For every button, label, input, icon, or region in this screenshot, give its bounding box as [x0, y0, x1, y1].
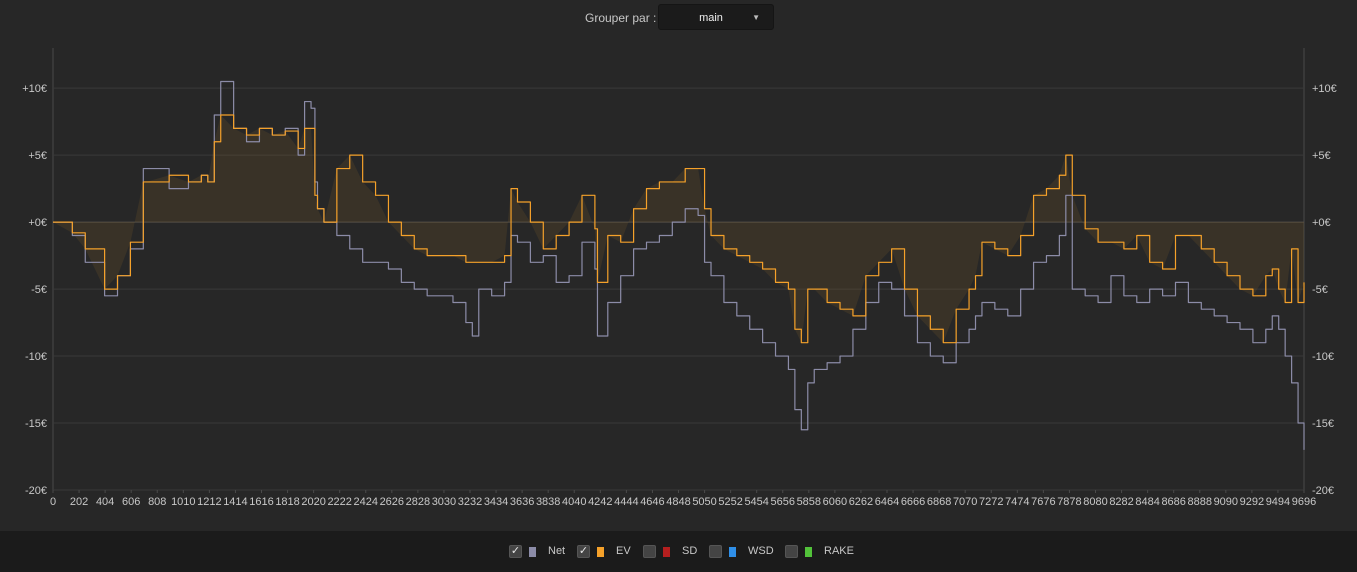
y-tick-label-left: -20€	[25, 485, 47, 497]
x-tick-label: 4242	[588, 496, 612, 508]
legend-label-sd: SD	[682, 545, 698, 557]
y-tick-label-right: +10€	[1312, 83, 1337, 95]
y-tick-label-right: +0€	[1312, 217, 1331, 229]
chevron-down-icon: ▼	[752, 13, 760, 22]
x-tick-label: 7474	[1005, 496, 1029, 508]
x-tick-label: 6868	[927, 496, 951, 508]
y-tick-label-left: -5€	[31, 284, 47, 296]
x-tick-label: 8888	[1188, 496, 1212, 508]
legend-swatch-wsd	[729, 547, 736, 557]
legend-checkbox-sd[interactable]	[643, 545, 656, 558]
x-tick-label: 2424	[354, 496, 378, 508]
group-by-select[interactable]: main ▼	[658, 4, 774, 30]
x-tick-label: 7070	[953, 496, 977, 508]
legend-swatch-net	[529, 547, 536, 557]
legend-label-rake: RAKE	[824, 545, 854, 557]
legend-label-wsd: WSD	[748, 545, 774, 557]
x-tick-label: 5050	[692, 496, 716, 508]
legend-label-ev: EV	[616, 545, 631, 557]
x-tick-label: 3232	[458, 496, 482, 508]
x-tick-label: 5656	[771, 496, 795, 508]
x-tick-label: 8080	[1083, 496, 1107, 508]
x-tick-label: 6262	[849, 496, 873, 508]
x-tick-label: 202	[70, 496, 88, 508]
x-tick-label: 3434	[484, 496, 508, 508]
x-tick-label: 606	[122, 496, 140, 508]
y-tick-label-right: -20€	[1312, 485, 1334, 497]
y-tick-label-right: -5€	[1312, 284, 1328, 296]
x-tick-label: 2020	[301, 496, 325, 508]
x-tick-label: 9696	[1292, 496, 1316, 508]
toolbar: Grouper par : main ▼	[0, 0, 1357, 40]
x-tick-label: 9292	[1240, 496, 1264, 508]
x-tick-label: 8686	[1161, 496, 1185, 508]
group-by-select-value: main	[699, 12, 723, 24]
x-tick-label: 8484	[1135, 496, 1159, 508]
x-tick-label: 1616	[249, 496, 273, 508]
legend-swatch-rake	[805, 547, 812, 557]
x-tick-label: 5858	[797, 496, 821, 508]
x-tick-label: 7676	[1031, 496, 1055, 508]
x-tick-label: 2828	[406, 496, 430, 508]
x-tick-label: 3636	[510, 496, 534, 508]
x-tick-label: 0	[50, 496, 56, 508]
x-tick-label: 9090	[1214, 496, 1238, 508]
x-tick-label: 4040	[562, 496, 586, 508]
x-tick-label: 404	[96, 496, 114, 508]
x-tick-label: 1212	[197, 496, 221, 508]
x-tick-label: 1818	[275, 496, 299, 508]
y-tick-label-left: +5€	[28, 150, 47, 162]
legend-checkbox-wsd[interactable]	[709, 545, 722, 558]
y-tick-label-right: -15€	[1312, 418, 1334, 430]
x-tick-label: 1010	[171, 496, 195, 508]
x-tick-label: 4444	[614, 496, 638, 508]
legend-checkbox-net[interactable]: ✓	[509, 545, 522, 558]
legend-swatch-sd	[663, 547, 670, 557]
x-tick-label: 9494	[1266, 496, 1290, 508]
group-by-label: Grouper par :	[585, 11, 657, 25]
y-tick-label-right: +5€	[1312, 150, 1331, 162]
x-tick-label: 4646	[640, 496, 664, 508]
y-tick-label-left: +10€	[22, 83, 47, 95]
x-tick-label: 2626	[380, 496, 404, 508]
legend-label-net: Net	[548, 545, 566, 557]
y-tick-label-left: -15€	[25, 418, 47, 430]
x-tick-label: 4848	[666, 496, 690, 508]
line-chart: +10€ +10€ +5€ +5€ +0€ +0€ -5€ -5€ -10€ -10€ -15€ -1…	[22, 48, 1337, 508]
y-tick-label-left: +0€	[28, 217, 47, 229]
x-tick-label: 7878	[1057, 496, 1081, 508]
legend-swatch-ev	[597, 547, 604, 557]
y-tick-label-right: -10€	[1312, 351, 1334, 363]
legend-checkbox-rake[interactable]	[785, 545, 798, 558]
x-tick-label: 6666	[901, 496, 925, 508]
x-tick-label: 5454	[744, 496, 768, 508]
x-tick-label: 1414	[223, 496, 247, 508]
ev-area-fill	[53, 114, 1304, 343]
y-tick-label-left: -10€	[25, 351, 47, 363]
x-tick-label: 8282	[1109, 496, 1133, 508]
x-tick-label: 5252	[718, 496, 742, 508]
x-tick-label: 808	[148, 496, 166, 508]
x-tick-label: 6060	[823, 496, 847, 508]
x-tick-label: 7272	[979, 496, 1003, 508]
x-tick-label: 3030	[432, 496, 456, 508]
series-line-ev	[53, 114, 1305, 344]
x-tick-label: 2222	[327, 496, 351, 508]
x-tick-label: 6464	[875, 496, 899, 508]
legend: ✓ Net ✓ EV SD WSD RAKE	[0, 531, 1357, 572]
x-tick-label: 3838	[536, 496, 560, 508]
legend-checkbox-ev[interactable]: ✓	[577, 545, 590, 558]
